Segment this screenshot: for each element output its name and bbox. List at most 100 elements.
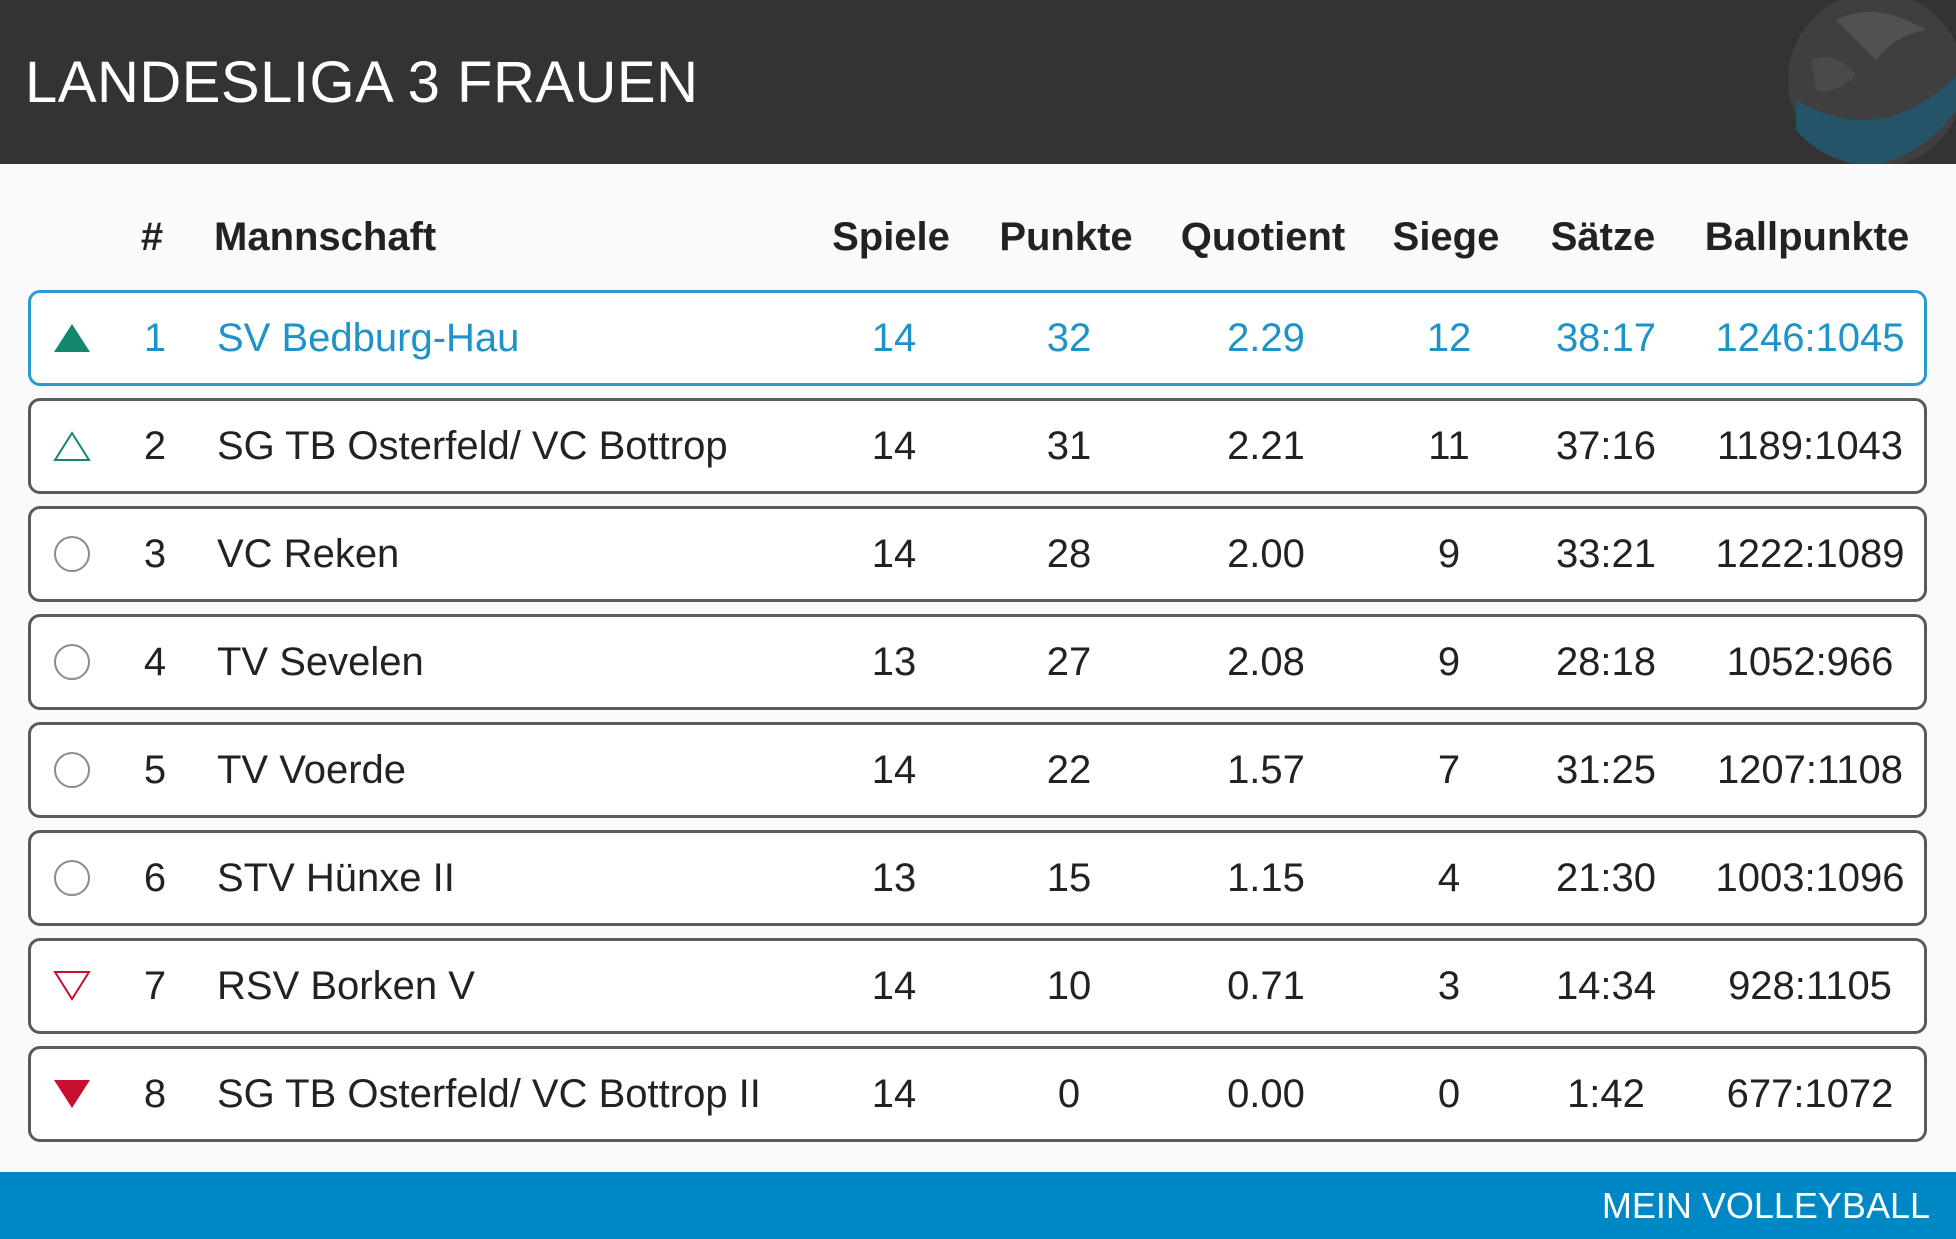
spiele-cell: 14 (871, 531, 917, 576)
filled-down-triangle-icon (54, 1080, 90, 1108)
table-row[interactable]: 2 SG TB Osterfeld/ VC Bottrop 14 31 2.21… (28, 398, 1927, 494)
team-name-cell: SG TB Osterfeld/ VC Bottrop II (217, 1071, 761, 1116)
volleyball-logo-icon (1788, 0, 1956, 164)
quotient-cell: 2.21 (1227, 423, 1305, 468)
outline-down-triangle-icon (53, 971, 91, 1001)
siege-cell: 12 (1426, 315, 1472, 360)
ballpunkte-cell: 1246:1045 (1715, 315, 1905, 360)
status-icon-cell (47, 725, 97, 815)
table-row[interactable]: 7 RSV Borken V 14 10 0.71 3 14:34 928:11… (28, 938, 1927, 1034)
ballpunkte-cell: 1222:1089 (1715, 531, 1905, 576)
status-icon-cell (47, 833, 97, 923)
quotient-cell: 2.29 (1227, 315, 1305, 360)
rank-cell: 2 (143, 423, 167, 468)
rank-cell: 5 (143, 747, 167, 792)
team-name-cell: TV Sevelen (217, 639, 424, 684)
column-quotient-header: Quotient (1180, 214, 1346, 259)
ballpunkte-cell: 1003:1096 (1715, 855, 1905, 900)
table-row[interactable]: 8 SG TB Osterfeld/ VC Bottrop II 14 0 0.… (28, 1046, 1927, 1142)
table-row[interactable]: 5 TV Voerde 14 22 1.57 7 31:25 1207:1108 (28, 722, 1927, 818)
spiele-cell: 14 (871, 1071, 917, 1116)
siege-cell: 9 (1437, 531, 1461, 576)
saetze-cell: 21:30 (1555, 855, 1657, 900)
punkte-cell: 22 (1046, 747, 1092, 792)
saetze-cell: 31:25 (1555, 747, 1657, 792)
punkte-cell: 28 (1046, 531, 1092, 576)
saetze-cell: 28:18 (1555, 639, 1657, 684)
ballpunkte-cell: 1189:1043 (1716, 423, 1904, 468)
column-ballpunkte-header: Ballpunkte (1704, 214, 1910, 259)
saetze-cell: 37:16 (1555, 423, 1657, 468)
column-siege-header: Siege (1392, 214, 1500, 259)
header-bar: LANDESLIGA 3 FRAUEN (0, 0, 1956, 164)
status-icon-cell (47, 941, 97, 1031)
punkte-cell: 0 (1057, 1071, 1081, 1116)
team-name-cell: SV Bedburg-Hau (217, 315, 520, 360)
rank-cell: 6 (143, 855, 167, 900)
siege-cell: 0 (1437, 1071, 1461, 1116)
table-header: # Mannschaft Spiele Punkte Quotient Sieg… (0, 200, 1956, 274)
team-name-cell: STV Hünxe II (217, 855, 455, 900)
circle-icon (54, 644, 90, 680)
status-icon-cell (47, 401, 97, 491)
punkte-cell: 10 (1046, 963, 1092, 1008)
rank-cell: 8 (143, 1071, 167, 1116)
circle-icon (54, 752, 90, 788)
spiele-cell: 14 (871, 315, 917, 360)
rank-cell: 7 (143, 963, 167, 1008)
column-saetze-header: Sätze (1550, 214, 1656, 259)
ballpunkte-cell: 928:1105 (1728, 963, 1892, 1008)
page-title: LANDESLIGA 3 FRAUEN (25, 50, 699, 115)
spiele-cell: 14 (871, 423, 917, 468)
saetze-cell: 1:42 (1567, 1071, 1645, 1116)
status-icon-cell (47, 509, 97, 599)
quotient-cell: 0.00 (1227, 1071, 1305, 1116)
siege-cell: 4 (1437, 855, 1461, 900)
spiele-cell: 13 (871, 639, 917, 684)
table-row[interactable]: 4 TV Sevelen 13 27 2.08 9 28:18 1052:966 (28, 614, 1927, 710)
quotient-cell: 1.57 (1227, 747, 1305, 792)
team-name-cell: TV Voerde (217, 747, 407, 792)
quotient-cell: 2.08 (1227, 639, 1305, 684)
quotient-cell: 0.71 (1227, 963, 1305, 1008)
status-icon-cell (47, 617, 97, 707)
column-spiele-header: Spiele (832, 214, 950, 259)
spiele-cell: 14 (871, 747, 917, 792)
team-name-cell: VC Reken (217, 531, 400, 576)
filled-up-triangle-icon (54, 324, 90, 352)
status-icon-cell (47, 1049, 97, 1139)
ballpunkte-cell: 677:1072 (1726, 1071, 1894, 1116)
ballpunkte-cell: 1207:1108 (1716, 747, 1904, 792)
status-icon-cell (47, 293, 97, 383)
footer-brand-link[interactable]: MEIN VOLLEYBALL (1601, 1185, 1930, 1226)
column-rank-header: # (140, 214, 164, 259)
punkte-cell: 31 (1046, 423, 1092, 468)
table-row[interactable]: 3 VC Reken 14 28 2.00 9 33:21 1222:1089 (28, 506, 1927, 602)
team-name-cell: SG TB Osterfeld/ VC Bottrop (217, 423, 728, 468)
quotient-cell: 2.00 (1227, 531, 1305, 576)
saetze-cell: 38:17 (1555, 315, 1657, 360)
rank-cell: 4 (143, 639, 167, 684)
rank-cell: 1 (143, 315, 167, 360)
footer-bar: MEIN VOLLEYBALL (0, 1172, 1956, 1239)
circle-icon (54, 860, 90, 896)
quotient-cell: 1.15 (1227, 855, 1305, 900)
table-row[interactable]: 6 STV Hünxe II 13 15 1.15 4 21:30 1003:1… (28, 830, 1927, 926)
outline-up-triangle-icon (53, 431, 91, 461)
saetze-cell: 14:34 (1555, 963, 1657, 1008)
column-punkte-header: Punkte (999, 214, 1133, 259)
table-row[interactable]: 1 SV Bedburg-Hau 14 32 2.29 12 38:17 124… (28, 290, 1927, 386)
punkte-cell: 15 (1046, 855, 1092, 900)
siege-cell: 7 (1437, 747, 1461, 792)
punkte-cell: 27 (1046, 639, 1092, 684)
saetze-cell: 33:21 (1555, 531, 1657, 576)
siege-cell: 11 (1428, 423, 1470, 468)
team-name-cell: RSV Borken V (217, 963, 475, 1008)
siege-cell: 3 (1437, 963, 1461, 1008)
spiele-cell: 13 (871, 855, 917, 900)
column-team-header: Mannschaft (214, 214, 437, 259)
circle-icon (54, 536, 90, 572)
spiele-cell: 14 (871, 963, 917, 1008)
ballpunkte-cell: 1052:966 (1726, 639, 1894, 684)
siege-cell: 9 (1437, 639, 1461, 684)
